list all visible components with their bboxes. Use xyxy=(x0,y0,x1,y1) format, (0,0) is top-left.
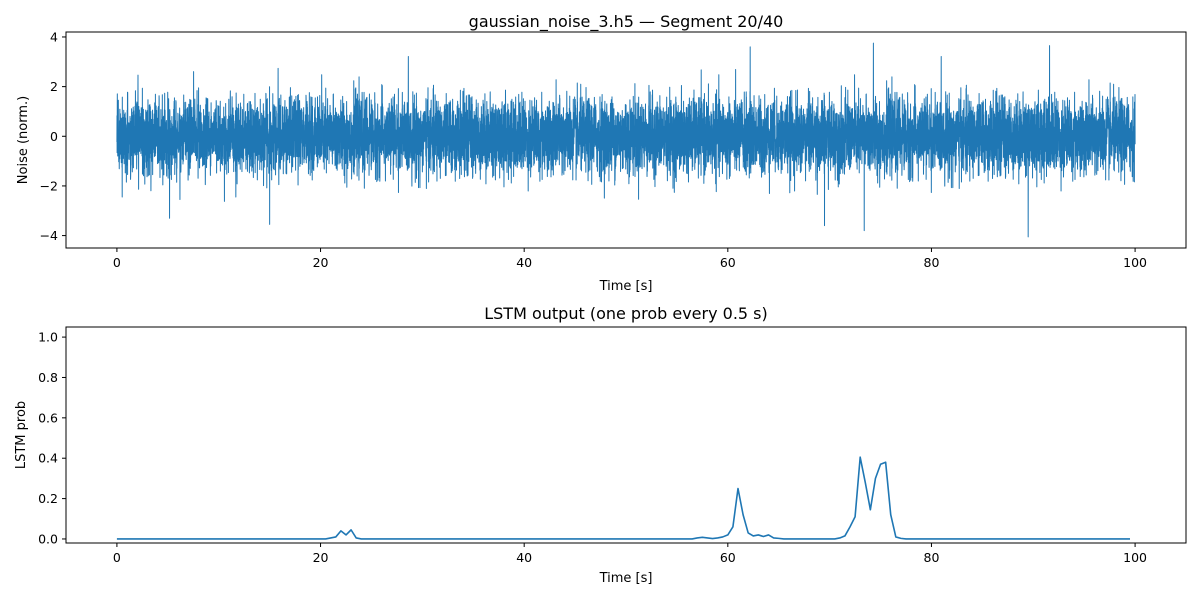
lstm-x-tick-label: 40 xyxy=(516,550,532,565)
lstm-y-tick-label: 0.6 xyxy=(38,410,58,425)
lstm-chart-y-label: LSTM prob xyxy=(14,401,29,469)
lstm-chart-y-ticks: 0.0 0.2 0.4 0.6 0.8 1.0 xyxy=(38,330,66,546)
noise-x-tick-label: 40 xyxy=(516,255,532,270)
noise-x-tick-label: 60 xyxy=(720,255,736,270)
noise-chart-frame xyxy=(65,31,1187,249)
noise-chart-x-ticks: 0 20 40 60 80 100 xyxy=(113,248,1147,270)
noise-x-tick-label: 0 xyxy=(113,255,121,270)
noise-y-tick-label: −2 xyxy=(40,178,58,193)
noise-y-tick-label: 4 xyxy=(50,29,58,44)
lstm-y-tick-label: 0.4 xyxy=(38,451,58,466)
lstm-chart-x-ticks: 0 20 40 60 80 100 xyxy=(113,543,1147,565)
lstm-y-tick-label: 0.8 xyxy=(38,370,58,385)
noise-chart-plot-area: 0 20 40 60 80 100 −4 −2 0 2 4 xyxy=(40,29,1187,270)
lstm-y-tick-label: 1.0 xyxy=(38,330,58,345)
lstm-y-tick-label: 0.2 xyxy=(38,491,58,506)
lstm-chart-x-label: Time [s] xyxy=(599,571,653,586)
noise-chart-y-label: Noise (norm.) xyxy=(16,96,31,184)
lstm-x-tick-label: 20 xyxy=(313,550,329,565)
noise-y-tick-label: 0 xyxy=(50,129,58,144)
lstm-x-tick-label: 80 xyxy=(924,550,940,565)
lstm-prob-line xyxy=(116,456,1130,540)
noise-y-tick-label: −4 xyxy=(40,228,58,243)
noise-chart: gaussian_noise_3.h5 — Segment 20/40 0 20 4… xyxy=(16,12,1187,294)
lstm-chart-title: LSTM output (one prob every 0.5 s) xyxy=(484,304,768,323)
noise-x-tick-label: 100 xyxy=(1123,255,1147,270)
noise-chart-y-ticks: −4 −2 0 2 4 xyxy=(40,29,66,243)
lstm-chart-plot-area: 0 20 40 60 80 100 0.0 0.2 0.4 0.6 0.8 1.0 xyxy=(38,326,1187,565)
noise-x-tick-label: 80 xyxy=(924,255,940,270)
lstm-x-tick-label: 100 xyxy=(1123,550,1147,565)
noise-x-tick-label: 20 xyxy=(313,255,329,270)
noise-y-tick-label: 2 xyxy=(50,79,58,94)
noise-series-layer xyxy=(116,42,1136,238)
noise-chart-title: gaussian_noise_3.h5 — Segment 20/40 xyxy=(469,12,784,32)
lstm-chart-frame xyxy=(65,326,1187,544)
noise-series-line xyxy=(116,42,1136,238)
lstm-x-tick-label: 60 xyxy=(720,550,736,565)
lstm-chart: LSTM output (one prob every 0.5 s) 0 20 40… xyxy=(14,304,1187,586)
lstm-y-tick-label: 0.0 xyxy=(38,531,58,546)
lstm-series-layer xyxy=(116,456,1130,540)
noise-chart-x-label: Time [s] xyxy=(599,279,653,294)
lstm-x-tick-label: 0 xyxy=(113,550,121,565)
